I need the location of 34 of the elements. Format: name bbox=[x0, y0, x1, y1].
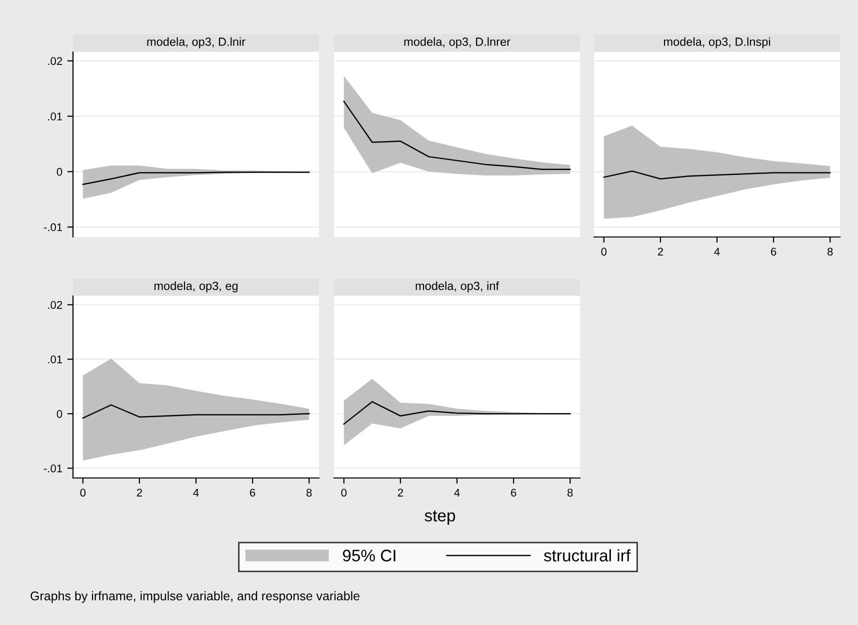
line-series bbox=[82, 404, 310, 419]
chart-title: modela, op3, D.lnir bbox=[147, 37, 246, 48]
chart-title: modela, op3, eg bbox=[154, 281, 238, 292]
y-tick-label: 0 bbox=[56, 410, 62, 418]
y-tick-label: -.01 bbox=[44, 464, 62, 472]
x-tick-label: 6 bbox=[771, 248, 776, 256]
text: Graphs by irfname, impulse variable, and response variable bbox=[30, 591, 360, 603]
x-tick-label: 2 bbox=[398, 488, 403, 496]
x-tick-label: 6 bbox=[511, 488, 516, 497]
x-tick-label: 8 bbox=[567, 488, 573, 497]
x-tick-label: 8 bbox=[306, 488, 312, 497]
x-tick-label: 4 bbox=[714, 248, 720, 256]
chart-title: modela, op3, inf bbox=[416, 281, 500, 292]
y-tick-label: .01 bbox=[48, 112, 62, 120]
x-tick-label: 0 bbox=[601, 248, 607, 256]
x-tick-label: 2 bbox=[136, 488, 142, 496]
y-tick-label: .01 bbox=[48, 355, 62, 364]
x-tick-label: 4 bbox=[193, 488, 199, 496]
y-tick-label: .02 bbox=[48, 57, 62, 65]
y-tick-label: .02 bbox=[48, 300, 62, 309]
chart-title: modela, op3, D.lnrer bbox=[404, 37, 510, 48]
x-tick-label: 0 bbox=[341, 488, 347, 497]
x-tick-label: 6 bbox=[250, 488, 256, 497]
y-tick-label: -.01 bbox=[44, 223, 62, 232]
x-tick-label: 4 bbox=[454, 488, 460, 496]
text: 95% CI bbox=[342, 550, 396, 562]
x-axis-title: step bbox=[424, 510, 456, 525]
x-tick-label: 0 bbox=[80, 488, 86, 497]
x-tick-label: 8 bbox=[827, 248, 833, 256]
line-series bbox=[82, 172, 310, 186]
x-tick-label: 2 bbox=[658, 248, 663, 256]
y-tick-label: 0 bbox=[56, 168, 62, 176]
chart-title: modela, op3, D.lnspi bbox=[664, 37, 770, 48]
text: structural irf bbox=[544, 549, 631, 562]
